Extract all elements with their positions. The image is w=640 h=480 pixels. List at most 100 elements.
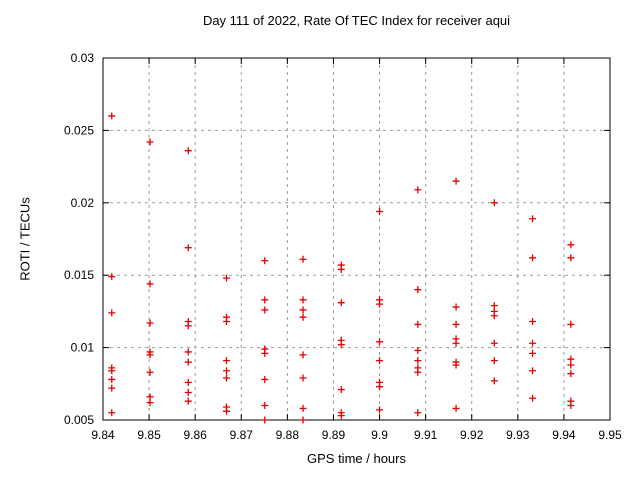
data-point bbox=[567, 402, 575, 410]
y-tick-label: 0.02 bbox=[71, 196, 95, 210]
data-point bbox=[452, 361, 460, 369]
data-point bbox=[223, 407, 231, 415]
data-point bbox=[529, 215, 537, 223]
x-axis-label: GPS time / hours bbox=[307, 451, 406, 466]
data-point bbox=[299, 255, 307, 263]
data-point bbox=[299, 351, 307, 359]
data-point bbox=[414, 368, 422, 376]
y-tick-label: 0.03 bbox=[71, 51, 95, 65]
data-point bbox=[529, 318, 537, 326]
y-tick-label: 0.005 bbox=[64, 413, 94, 427]
data-point bbox=[299, 306, 307, 314]
data-point bbox=[452, 404, 460, 412]
x-tick-label: 9.84 bbox=[91, 428, 115, 442]
data-point bbox=[223, 357, 231, 365]
data-point bbox=[108, 309, 116, 317]
data-point bbox=[567, 320, 575, 328]
data-point bbox=[529, 394, 537, 402]
data-point bbox=[261, 375, 269, 383]
y-tick-label: 0.01 bbox=[71, 341, 95, 355]
data-point bbox=[414, 186, 422, 194]
y-tick-label: 0.025 bbox=[64, 123, 94, 137]
data-point bbox=[299, 404, 307, 412]
data-point bbox=[452, 339, 460, 347]
data-point bbox=[452, 320, 460, 328]
data-point bbox=[414, 357, 422, 365]
data-point bbox=[261, 306, 269, 314]
data-point bbox=[337, 299, 345, 307]
x-tick-label: 9.89 bbox=[322, 428, 346, 442]
data-point bbox=[299, 374, 307, 382]
data-point bbox=[299, 296, 307, 304]
chart-title: Day 111 of 2022, Rate Of TEC Index for r… bbox=[202, 13, 511, 28]
data-point bbox=[414, 286, 422, 294]
data-point bbox=[299, 416, 307, 424]
data-point bbox=[184, 147, 192, 155]
data-point bbox=[567, 361, 575, 369]
x-tick-label: 9.86 bbox=[184, 428, 208, 442]
y-tick-label: 0.015 bbox=[64, 268, 94, 282]
data-point bbox=[376, 338, 384, 346]
x-tick-label: 9.87 bbox=[230, 428, 254, 442]
data-point bbox=[337, 386, 345, 394]
data-point bbox=[567, 241, 575, 249]
data-point bbox=[529, 367, 537, 375]
data-point bbox=[184, 397, 192, 405]
data-point bbox=[184, 378, 192, 386]
data-point bbox=[490, 377, 498, 385]
x-tick-label: 9.9 bbox=[371, 428, 388, 442]
data-point bbox=[146, 351, 154, 359]
data-point bbox=[567, 254, 575, 262]
x-tick-label: 9.95 bbox=[598, 428, 622, 442]
data-point bbox=[452, 177, 460, 185]
data-point bbox=[337, 412, 345, 420]
data-point bbox=[337, 341, 345, 349]
data-point bbox=[376, 300, 384, 308]
data-point bbox=[376, 357, 384, 365]
data-point bbox=[146, 368, 154, 376]
data-point bbox=[261, 296, 269, 304]
data-point bbox=[108, 409, 116, 417]
data-point bbox=[529, 254, 537, 262]
data-point bbox=[108, 384, 116, 392]
data-point bbox=[376, 207, 384, 215]
data-point bbox=[108, 367, 116, 375]
data-point bbox=[490, 339, 498, 347]
data-point bbox=[376, 406, 384, 414]
data-point bbox=[567, 370, 575, 378]
data-point bbox=[299, 313, 307, 321]
data-point bbox=[414, 320, 422, 328]
x-tick-label: 9.88 bbox=[276, 428, 300, 442]
x-tick-label: 9.92 bbox=[460, 428, 484, 442]
data-point bbox=[261, 257, 269, 265]
data-point bbox=[108, 112, 116, 120]
data-point bbox=[108, 375, 116, 383]
data-point bbox=[223, 374, 231, 382]
data-point bbox=[490, 357, 498, 365]
data-point bbox=[529, 339, 537, 347]
x-tick-label: 9.94 bbox=[552, 428, 576, 442]
data-point bbox=[146, 399, 154, 407]
data-point bbox=[529, 349, 537, 357]
data-point bbox=[414, 409, 422, 417]
data-point bbox=[146, 280, 154, 288]
data-point bbox=[108, 273, 116, 281]
x-tick-label: 9.93 bbox=[506, 428, 530, 442]
data-point bbox=[184, 388, 192, 396]
data-point bbox=[376, 383, 384, 391]
data-point bbox=[261, 416, 269, 424]
data-point bbox=[261, 349, 269, 357]
data-point bbox=[414, 346, 422, 354]
data-point bbox=[490, 312, 498, 320]
data-point bbox=[184, 322, 192, 330]
data-point bbox=[452, 303, 460, 311]
data-point bbox=[223, 318, 231, 326]
data-point bbox=[490, 199, 498, 207]
data-point bbox=[146, 319, 154, 327]
data-point bbox=[184, 358, 192, 366]
data-point bbox=[261, 402, 269, 410]
x-tick-label: 9.85 bbox=[137, 428, 161, 442]
data-point bbox=[337, 265, 345, 273]
